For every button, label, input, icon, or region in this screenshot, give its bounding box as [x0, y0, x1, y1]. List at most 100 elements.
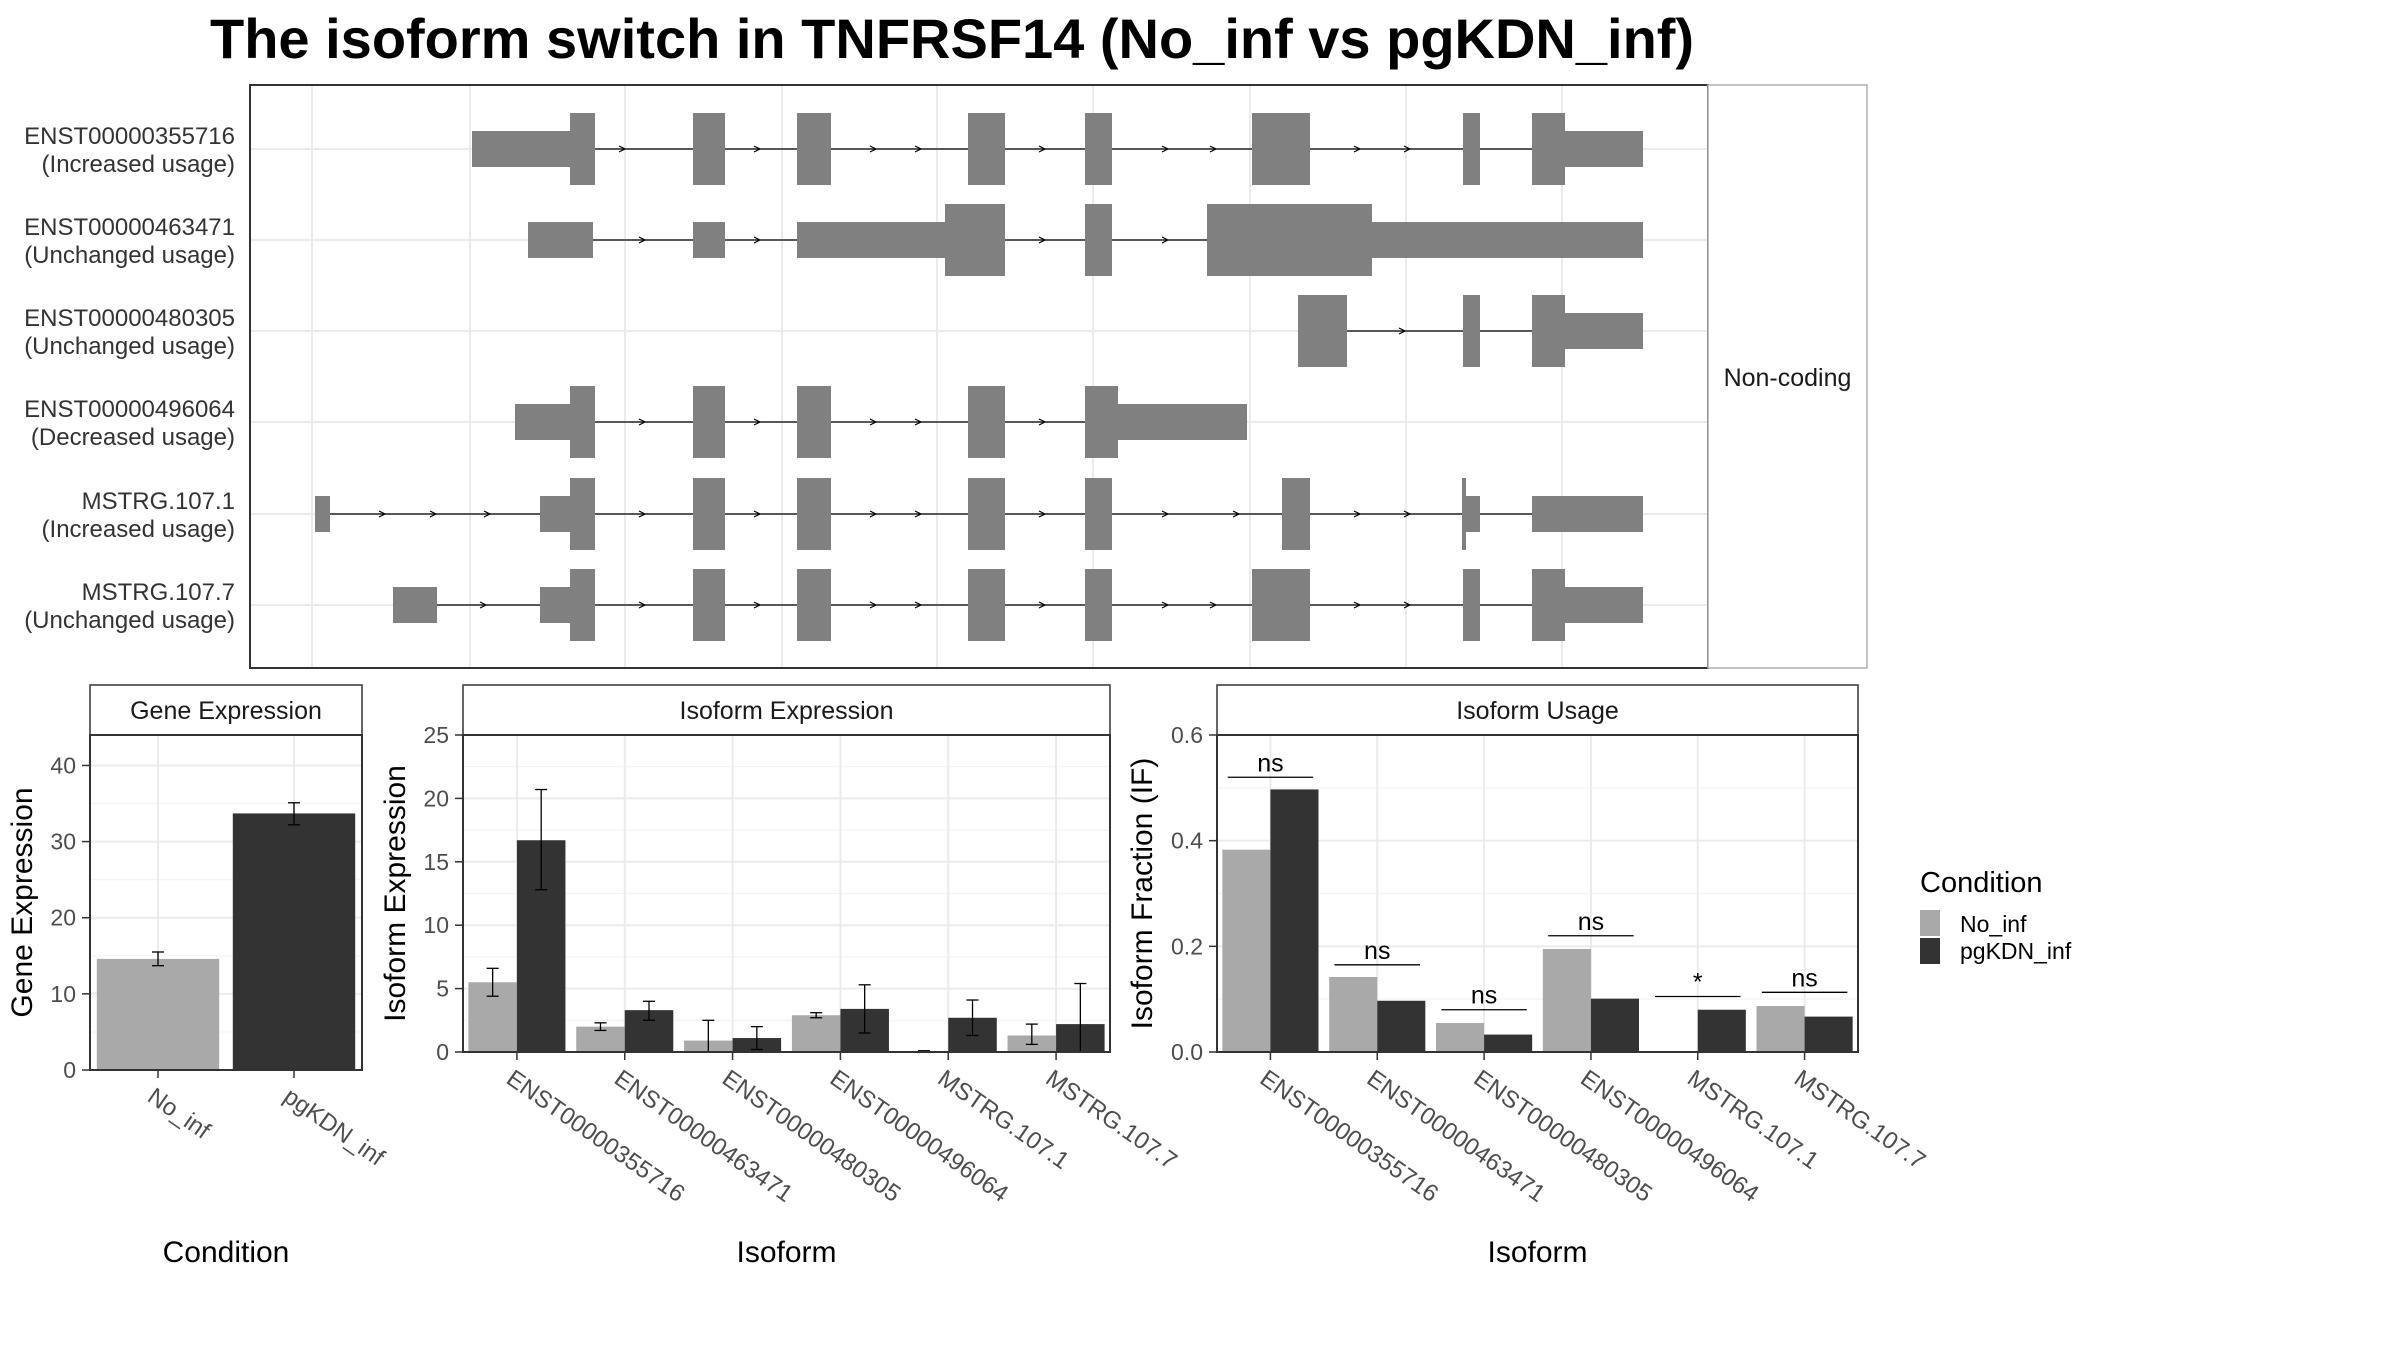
y-tick-label: 0.6 [1171, 722, 1203, 748]
exon-block [1532, 295, 1565, 367]
intron-direction-arrow [753, 145, 762, 153]
exon-block [945, 204, 1005, 276]
intron-direction-arrow [1161, 145, 1170, 153]
legend-label-no-inf: No_inf [1960, 911, 2027, 937]
exon-block [1085, 569, 1112, 641]
bar [1804, 1016, 1853, 1052]
y-tick-label: 30 [50, 829, 76, 855]
x-tick-label: ENST00000355716 [1255, 1065, 1443, 1208]
y-tick-label: 5 [436, 976, 449, 1002]
y-tick-label: 15 [423, 849, 449, 875]
exon-block [797, 478, 831, 550]
exon-block [540, 496, 570, 532]
exon-block [797, 569, 831, 641]
intron-direction-arrow [1353, 145, 1362, 153]
y-tick-label: 0.4 [1171, 828, 1203, 854]
intron-direction-arrow [479, 601, 488, 609]
intron-direction-arrow [1038, 510, 1047, 518]
y-tick-label: 20 [423, 785, 449, 811]
y-tick-label: 10 [423, 912, 449, 938]
exon-block [693, 113, 725, 185]
panel-strip [89, 684, 363, 736]
exon-block [693, 478, 725, 550]
x-tick-label: ENST00000463471 [1362, 1065, 1550, 1208]
significance-label: ns [1578, 908, 1604, 936]
x-tick-label: ENST00000463471 [609, 1065, 797, 1208]
exon-block [1565, 313, 1643, 349]
y-tick-label: 0 [63, 1057, 76, 1083]
exon-block [1085, 478, 1112, 550]
panel-strip [462, 684, 1111, 736]
isoform-expression-panel: Isoform Expression 0 5 10 15 20 25 ENST00000355… [379, 684, 1182, 1269]
isoform-usage-label: (Unchanged usage) [24, 607, 235, 634]
intron-direction-arrow [483, 510, 492, 518]
exon-block [570, 569, 595, 641]
bar [96, 958, 220, 1070]
intron-direction-arrow [753, 236, 762, 244]
intron-direction-arrow [914, 601, 923, 609]
exon-block [1532, 569, 1565, 641]
intron-direction-arrow [753, 418, 762, 426]
intron-direction-arrow [1038, 236, 1047, 244]
bar [1697, 1009, 1746, 1052]
bar [1270, 789, 1319, 1052]
legend-label-pgkdn-inf: pgKDN_inf [1960, 938, 2072, 964]
exon-block [1532, 113, 1565, 185]
intron-direction-arrow [1353, 510, 1362, 518]
exon-block [797, 113, 831, 185]
figure-title: The isoform switch in TNFRSF14 (No_inf v… [210, 7, 1695, 70]
panel-border [1216, 734, 1859, 1053]
intron-direction-arrow [1209, 601, 1218, 609]
intron-direction-arrow [1232, 510, 1241, 518]
exon-block [1532, 496, 1643, 532]
panel-strip-title: Isoform Expression [680, 697, 894, 725]
exon-block [1466, 496, 1480, 532]
exon-block [570, 478, 595, 550]
exon-block [315, 496, 330, 532]
exon-block [1252, 113, 1310, 185]
exon-block [1463, 113, 1480, 185]
y-tick-label: 25 [423, 722, 449, 748]
intron-direction-arrow [869, 601, 878, 609]
y-tick-label: 10 [50, 981, 76, 1007]
significance-label: ns [1364, 937, 1390, 965]
y-axis-title: Isoform Expression [379, 765, 412, 1022]
intron-direction-arrow [429, 510, 438, 518]
x-tick-label: pgKDN_inf [279, 1083, 390, 1172]
exon-block [1282, 478, 1310, 550]
intron-direction-arrow [914, 145, 923, 153]
x-tick-label: ENST00000496064 [825, 1065, 1013, 1208]
exon-block [1118, 404, 1247, 440]
structure-facet-strip [1707, 84, 1868, 669]
exon-block [968, 113, 1005, 185]
exon-block [1372, 222, 1643, 258]
intron-direction-arrow [1403, 145, 1412, 153]
exon-block [570, 386, 595, 458]
intron-direction-arrow [869, 145, 878, 153]
y-tick-label: 0 [436, 1039, 449, 1065]
isoform-usage-label: (Unchanged usage) [24, 242, 235, 269]
y-tick-label: 0.2 [1171, 933, 1203, 959]
bar [1542, 948, 1591, 1052]
exon-block [1298, 295, 1347, 367]
exon-block [1463, 569, 1480, 641]
bar [1590, 998, 1639, 1052]
exon-block [1565, 131, 1643, 167]
exon-block [968, 478, 1005, 550]
y-tick-label: 0.0 [1171, 1039, 1203, 1065]
isoform-name-label: ENST00000496064 [24, 396, 235, 423]
bar [1436, 1022, 1485, 1052]
panel-border [89, 734, 363, 1071]
intron-direction-arrow [753, 510, 762, 518]
y-axis-title: Gene Expression [6, 787, 39, 1017]
exon-block [1085, 113, 1112, 185]
isoform-usage-panel: Isoform Usage ns ns ns ns * ns 0.0 0.2 0.4 0.6 ENST… [1126, 684, 1930, 1269]
intron-direction-arrow [638, 510, 647, 518]
x-tick-label: No_inf [143, 1083, 216, 1145]
exon-block [1085, 204, 1112, 276]
intron-direction-arrow [869, 510, 878, 518]
exon-block [515, 404, 570, 440]
